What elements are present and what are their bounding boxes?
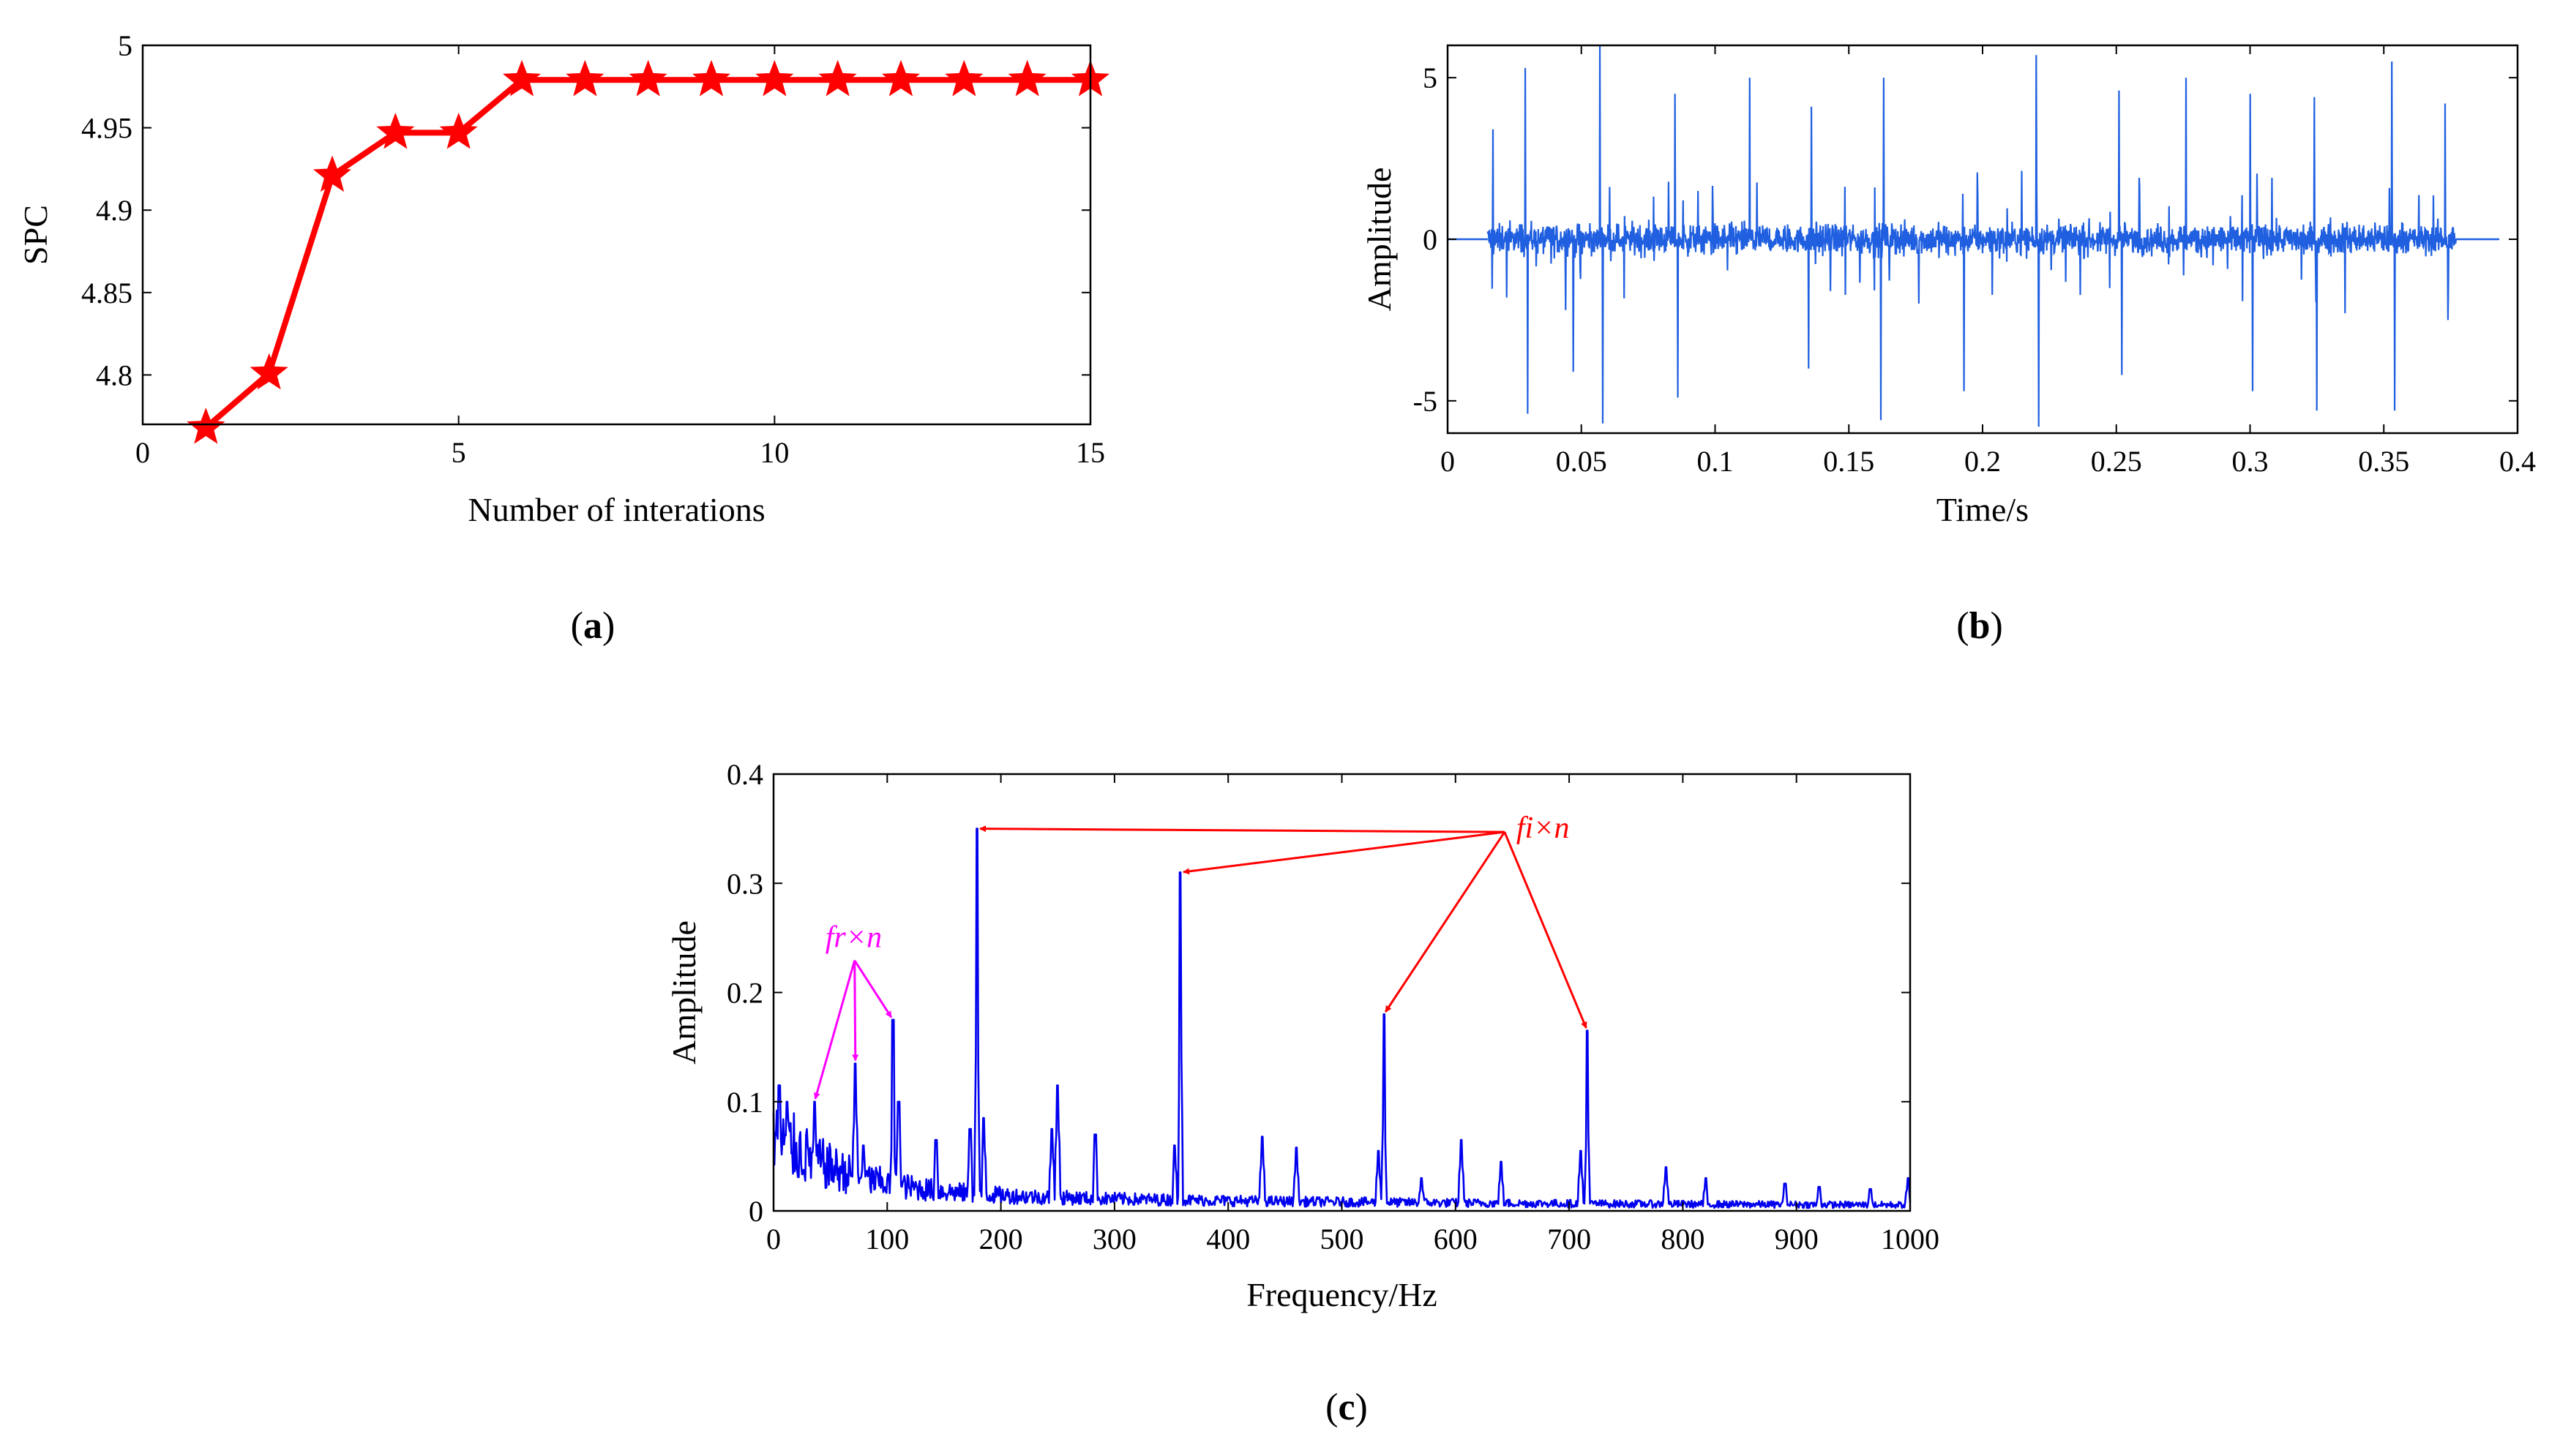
chart-c-ylabel: Amplitude (665, 920, 703, 1065)
chart-c-xtick-label: 800 (1661, 1223, 1704, 1256)
chart-c-xtick-label: 0 (766, 1223, 781, 1256)
panel-label-a: (a) (571, 605, 615, 647)
spc-point (629, 59, 667, 97)
chart-c-xtick-label: 100 (865, 1223, 909, 1256)
chart-b-ylabel: Amplitude (1361, 168, 1398, 312)
spc-point (945, 59, 984, 97)
chart-c-xtick-label: 500 (1320, 1223, 1364, 1256)
chart-a-frame (141, 44, 1092, 426)
chart-c-xtick-label: 600 (1434, 1223, 1478, 1256)
chart-b: 0 0.05 0.1 0.15 0.2 0.25 0.3 0.35 0.4-505 Time/s… (1361, 44, 2536, 647)
annotation-fr-arrow (853, 959, 893, 1018)
annotation-fi-arrow (1384, 831, 1506, 1013)
chart-b-xtick-label: 0.15 (1823, 445, 1874, 478)
chart-b-xtick-label: 0.4 (2499, 445, 2536, 478)
spc-point (566, 59, 605, 97)
annotation-fr-arrow (852, 960, 859, 1062)
spc-point (692, 59, 731, 97)
spc-point (502, 59, 542, 97)
chart-c-xtick-label: 900 (1775, 1223, 1819, 1256)
chart-c-ytick-label: 0 (749, 1195, 763, 1228)
chart-a-ytick-label: 4.8 (96, 359, 132, 391)
spc-line (203, 77, 1090, 430)
annotation-fi-arrow (979, 825, 1505, 833)
chart-b-xtick-label: 0 (1440, 445, 1455, 478)
chart-c-xlabel: Frequency/Hz (1246, 1276, 1437, 1313)
chart-c: 0 100 200 300 400 500 600 700 800 900 1000 0 0.1 0.2 0… (665, 758, 1939, 1428)
chart-c-xtick-label: 300 (1093, 1223, 1137, 1256)
spectrum-line (772, 828, 1912, 1209)
chart-c-ytick-label: 0.4 (727, 758, 763, 791)
spc-point (818, 59, 857, 97)
chart-c-ytick-label: 0.3 (727, 867, 763, 900)
spc-point (187, 408, 225, 444)
spc-point (881, 59, 921, 97)
annotation-fi-arrow (1503, 831, 1587, 1029)
chart-c-ytick-label: 0.2 (727, 977, 763, 1010)
annotation-fr-label: fr×n (826, 921, 882, 955)
chart-b-ytick-label: 0 (1423, 223, 1437, 256)
spc-point (250, 353, 288, 390)
chart-a: 0 5 10 15 4.8 4.85 4.9 4.95 5 Number of interati… (17, 29, 1110, 647)
spc-point (312, 155, 352, 192)
chart-b-xtick-label: 0.05 (1556, 445, 1607, 478)
chart-b-xtick-label: 0.1 (1697, 445, 1734, 478)
spc-series (187, 59, 1110, 444)
chart-a-ylabel: SPC (17, 205, 54, 265)
spc-point (1008, 59, 1047, 97)
chart-b-ytick-label: -5 (1413, 385, 1437, 418)
chart-b-xlabel: Time/s (1936, 491, 2029, 528)
chart-b-xtick-label: 0.3 (2232, 445, 2269, 478)
signal-series (1448, 45, 2499, 427)
signal-line (1486, 45, 2457, 427)
spc-point (755, 59, 794, 97)
chart-a-ytick-label: 5 (118, 29, 132, 62)
chart-c-frame (772, 773, 1912, 1212)
chart-b-ytick-label: 5 (1423, 61, 1437, 94)
chart-a-ytick-label: 4.85 (81, 277, 132, 309)
annotation-fr-arrow (813, 960, 856, 1100)
chart-a-xtick-label: 10 (760, 436, 789, 469)
chart-c-xtick-label: 700 (1547, 1223, 1591, 1256)
chart-a-xtick-label: 15 (1076, 436, 1105, 469)
chart-b-xtick-label: 0.25 (2091, 445, 2142, 478)
spectrum-series (772, 828, 1912, 1209)
panel-label-c: (c) (1325, 1386, 1368, 1428)
chart-a-ytick-label: 4.9 (96, 194, 132, 227)
chart-c-xtick-label: 200 (979, 1223, 1023, 1256)
chart-a-ytick-label: 4.95 (81, 112, 132, 145)
chart-c-ytick-label: 0.1 (727, 1086, 763, 1119)
chart-b-xtick-label: 0.2 (1964, 445, 2001, 478)
annotation-fi-label: fi×n (1516, 811, 1570, 845)
chart-a-xtick-label: 0 (135, 436, 150, 469)
chart-c-xtick-label: 1000 (1881, 1223, 1939, 1256)
spc-point (439, 112, 478, 149)
chart-a-xlabel: Number of interations (468, 491, 765, 528)
annotation-fi-arrow (1183, 830, 1505, 875)
panel-label-b: (b) (1956, 605, 2003, 647)
chart-a-xtick-label: 5 (452, 436, 466, 469)
chart-b-xtick-label: 0.35 (2358, 445, 2409, 478)
chart-c-xtick-label: 400 (1206, 1223, 1250, 1256)
spc-point (376, 112, 415, 149)
